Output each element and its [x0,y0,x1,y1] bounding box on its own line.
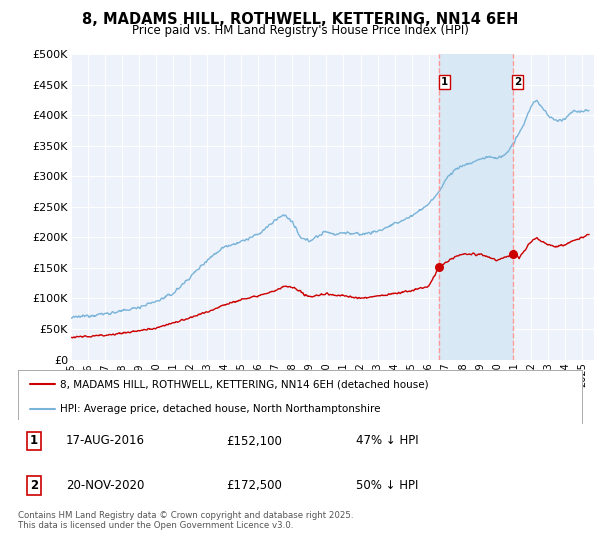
Text: 1: 1 [441,77,448,87]
Text: Contains HM Land Registry data © Crown copyright and database right 2025.
This d: Contains HM Land Registry data © Crown c… [18,511,353,530]
Text: 17-AUG-2016: 17-AUG-2016 [66,435,145,447]
Text: Price paid vs. HM Land Registry's House Price Index (HPI): Price paid vs. HM Land Registry's House … [131,24,469,36]
Text: 2: 2 [30,479,38,492]
Text: 20-NOV-2020: 20-NOV-2020 [66,479,145,492]
Text: 2: 2 [514,77,521,87]
Bar [439,54,512,360]
Text: 8, MADAMS HILL, ROTHWELL, KETTERING, NN14 6EH (detached house): 8, MADAMS HILL, ROTHWELL, KETTERING, NN1… [60,380,429,390]
Text: 8, MADAMS HILL, ROTHWELL, KETTERING, NN14 6EH: 8, MADAMS HILL, ROTHWELL, KETTERING, NN1… [82,12,518,27]
Text: HPI: Average price, detached house, North Northamptonshire: HPI: Average price, detached house, Nort… [60,404,381,414]
Text: £152,100: £152,100 [227,435,283,447]
Text: £172,500: £172,500 [227,479,283,492]
Text: 47% ↓ HPI: 47% ↓ HPI [356,435,419,447]
Text: 50% ↓ HPI: 50% ↓ HPI [356,479,419,492]
Text: 1: 1 [30,435,38,447]
